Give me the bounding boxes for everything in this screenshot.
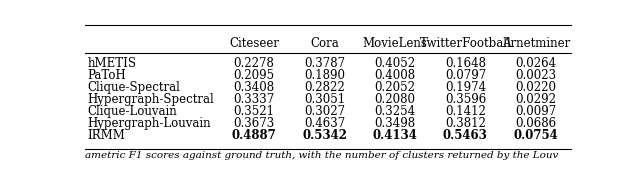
Text: Clique-Spectral: Clique-Spectral: [88, 81, 180, 94]
Text: Arnetminer: Arnetminer: [502, 36, 570, 50]
Text: 0.3337: 0.3337: [234, 93, 275, 106]
Text: Hypergraph-Louvain: Hypergraph-Louvain: [88, 117, 211, 130]
Text: 0.1648: 0.1648: [445, 57, 486, 70]
Text: 0.3254: 0.3254: [374, 105, 415, 118]
Text: Hypergraph-Spectral: Hypergraph-Spectral: [88, 93, 214, 106]
Text: 0.5342: 0.5342: [302, 129, 347, 142]
Text: 0.0264: 0.0264: [515, 57, 556, 70]
Text: 0.0797: 0.0797: [445, 69, 486, 82]
Text: 0.3027: 0.3027: [304, 105, 345, 118]
Text: 0.3408: 0.3408: [234, 81, 275, 94]
Text: 0.3051: 0.3051: [304, 93, 345, 106]
Text: 0.1890: 0.1890: [304, 69, 345, 82]
Text: 0.3596: 0.3596: [445, 93, 486, 106]
Text: 0.4052: 0.4052: [374, 57, 415, 70]
Text: 0.3521: 0.3521: [234, 105, 275, 118]
Text: 0.0292: 0.0292: [515, 93, 556, 106]
Text: 0.3787: 0.3787: [304, 57, 345, 70]
Text: 0.4134: 0.4134: [372, 129, 417, 142]
Text: TwitterFootball: TwitterFootball: [419, 36, 511, 50]
Text: 0.4008: 0.4008: [374, 69, 415, 82]
Text: 0.2095: 0.2095: [234, 69, 275, 82]
Text: Citeseer: Citeseer: [229, 36, 279, 50]
Text: 0.0754: 0.0754: [513, 129, 558, 142]
Text: ametric F1 scores against ground truth, with the number of clusters returned by : ametric F1 scores against ground truth, …: [85, 151, 558, 160]
Text: 0.2822: 0.2822: [304, 81, 345, 94]
Text: 0.3498: 0.3498: [374, 117, 415, 130]
Text: 0.0097: 0.0097: [515, 105, 556, 118]
Text: 0.2052: 0.2052: [374, 81, 415, 94]
Text: PaToH: PaToH: [88, 69, 126, 82]
Text: Clique-Louvain: Clique-Louvain: [88, 105, 177, 118]
Text: 0.2278: 0.2278: [234, 57, 275, 70]
Text: 0.3812: 0.3812: [445, 117, 486, 130]
Text: 0.0686: 0.0686: [515, 117, 556, 130]
Text: 0.4637: 0.4637: [304, 117, 345, 130]
Text: Cora: Cora: [310, 36, 339, 50]
Text: 0.5463: 0.5463: [443, 129, 488, 142]
Text: 0.2080: 0.2080: [374, 93, 415, 106]
Text: IRMM: IRMM: [88, 129, 125, 142]
Text: 0.1974: 0.1974: [445, 81, 486, 94]
Text: 0.3673: 0.3673: [234, 117, 275, 130]
Text: 0.0023: 0.0023: [515, 69, 556, 82]
Text: 0.0220: 0.0220: [515, 81, 556, 94]
Text: MovieLens: MovieLens: [362, 36, 428, 50]
Text: hMETIS: hMETIS: [88, 57, 136, 70]
Text: 0.1412: 0.1412: [445, 105, 486, 118]
Text: 0.4887: 0.4887: [232, 129, 276, 142]
